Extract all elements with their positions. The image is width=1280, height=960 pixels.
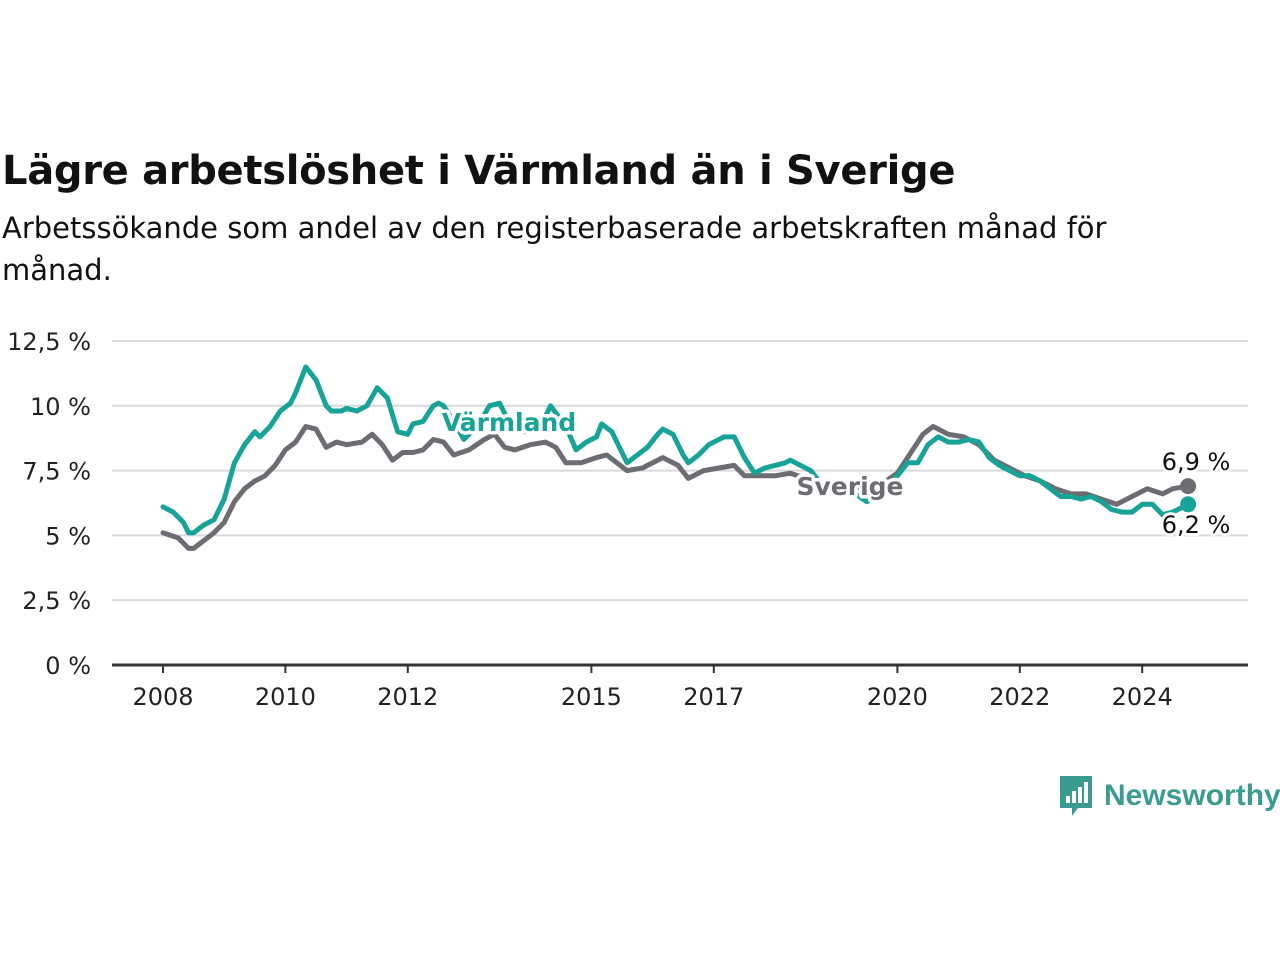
brand-name: Newsworthy [1104, 779, 1280, 812]
series-label-varmland: Värmland [442, 408, 576, 437]
x-tick-label: 2010 [255, 683, 316, 711]
end-marker-sverige [1180, 478, 1197, 495]
x-axis: 2008 2010 2012 2015 2017 2020 2022 2024 [112, 663, 1248, 711]
newsworthy-brand[interactable]: Newsworthy [1058, 774, 1280, 818]
end-marker-varmland [1180, 496, 1197, 513]
x-tick-label: 2020 [867, 683, 928, 711]
x-tick-label: 2008 [132, 683, 193, 711]
x-tick-label: 2017 [683, 683, 744, 711]
x-tick-label: 2024 [1112, 683, 1173, 711]
gridlines [112, 340, 1248, 602]
series-line-varmland [160, 364, 1191, 536]
end-markers: 6,9 % 6,2 % [1159, 445, 1234, 542]
series-lines [160, 364, 1191, 551]
y-tick-label: 2,5 % [22, 587, 91, 615]
y-tick-label: 12,5 % [7, 328, 91, 356]
y-tick-label: 5 % [45, 522, 91, 550]
chart-subtitle: Arbetssökande som andel av den registerb… [2, 211, 1107, 287]
x-tick-label: 2022 [989, 683, 1050, 711]
end-label-varmland: 6,2 % [1162, 511, 1231, 539]
y-tick-label: 0 % [45, 652, 91, 680]
y-axis: 0 % 2,5 % 5 % 7,5 % 10 % 12,5 % [7, 328, 91, 680]
x-tick-label: 2012 [377, 683, 438, 711]
chart-title: Lägre arbetslöshet i Värmland än i Sveri… [2, 148, 956, 194]
newsworthy-logo-icon [1060, 776, 1092, 816]
x-tick-label: 2015 [561, 683, 622, 711]
series-labels: Värmland Sverige [438, 405, 907, 505]
series-label-sverige: Sverige [796, 472, 903, 501]
y-tick-label: 7,5 % [22, 458, 91, 486]
line-chart: 0 %2,5 %5 %7,5 %10 %12,5 % 2008 2010 2012 2… [7, 328, 1248, 711]
y-tick-label: 10 % [30, 393, 91, 421]
end-label-sverige: 6,9 % [1162, 448, 1231, 476]
